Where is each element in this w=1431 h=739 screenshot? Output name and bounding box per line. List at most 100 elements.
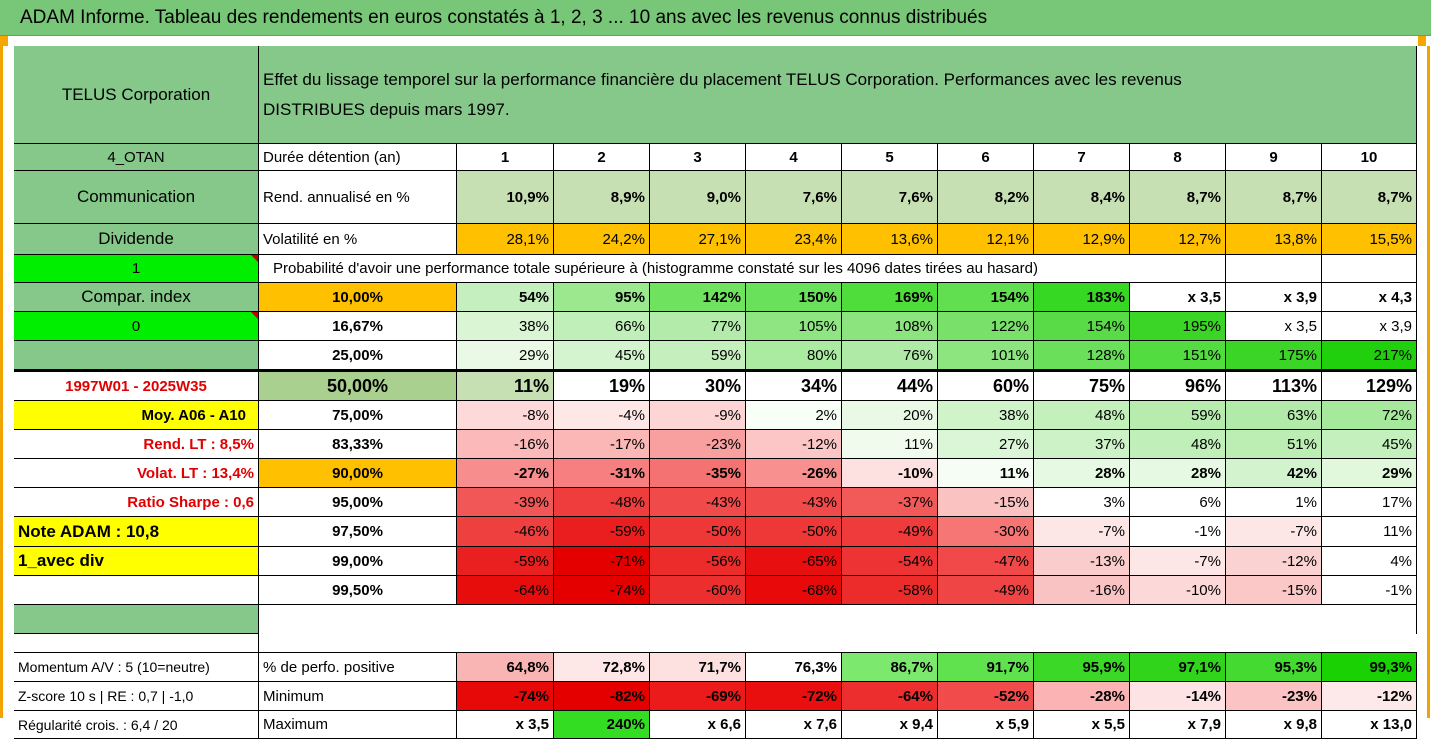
pct-row-11: 99,50%	[259, 576, 457, 605]
minimum-value: -14%	[1130, 682, 1226, 711]
prob-value: 72%	[1322, 401, 1417, 430]
maximum-value: x 13,0	[1322, 711, 1417, 739]
prob-value: 28%	[1130, 459, 1226, 488]
rend-value: 8,7%	[1226, 171, 1322, 224]
vol-value: 12,7%	[1130, 224, 1226, 255]
compar-index-label: Compar. index	[14, 283, 259, 312]
perf-pos-value: 71,7%	[650, 653, 746, 682]
year-9: 9	[1226, 144, 1322, 171]
prob-value: -12%	[746, 430, 842, 459]
prob-value: -7%	[1130, 547, 1226, 576]
rend-value: 8,7%	[1130, 171, 1226, 224]
year-6: 6	[938, 144, 1034, 171]
rend-value: 8,2%	[938, 171, 1034, 224]
rend-value: 8,9%	[554, 171, 650, 224]
prob-value: 44%	[842, 370, 938, 401]
prob-value: -65%	[746, 547, 842, 576]
year-2: 2	[554, 144, 650, 171]
prob-value: -8%	[457, 401, 554, 430]
prob-value: 34%	[746, 370, 842, 401]
minimum-value: -12%	[1322, 682, 1417, 711]
prob-value: 59%	[1130, 401, 1226, 430]
sharpe-label: Ratio Sharpe : 0,6	[14, 488, 259, 517]
perf-pos-value: 86,7%	[842, 653, 938, 682]
vol-value: 23,4%	[746, 224, 842, 255]
proba-caption: Probabilité d'avoir une performance tota…	[259, 255, 1226, 283]
pct-row-1: 10,00%	[259, 283, 457, 312]
minimum-value: -52%	[938, 682, 1034, 711]
prob-value: 30%	[650, 370, 746, 401]
prob-value: -58%	[842, 576, 938, 605]
prob-value: 101%	[938, 341, 1034, 370]
maximum-value: x 7,9	[1130, 711, 1226, 739]
prob-value: 1%	[1226, 488, 1322, 517]
prob-value: 48%	[1130, 430, 1226, 459]
regularite-label: Régularité crois. : 6,4 / 20	[14, 711, 259, 739]
perf-pos-value: 64,8%	[457, 653, 554, 682]
prob-value: -68%	[746, 576, 842, 605]
year-3: 3	[650, 144, 746, 171]
returns-table: TELUS Corporation Effet du lissage tempo…	[14, 46, 1417, 739]
prob-value: 11%	[938, 459, 1034, 488]
prob-value: 113%	[1226, 370, 1322, 401]
prob-value: -60%	[650, 576, 746, 605]
prob-value: 217%	[1322, 341, 1417, 370]
rend-value: 10,9%	[457, 171, 554, 224]
prob-value: 169%	[842, 283, 938, 312]
pct-row-6: 83,33%	[259, 430, 457, 459]
prob-value: -37%	[842, 488, 938, 517]
prob-value: -1%	[1130, 517, 1226, 547]
prob-value: -39%	[457, 488, 554, 517]
prob-value: 11%	[457, 370, 554, 401]
prob-value: 195%	[1130, 312, 1226, 341]
prob-value: -23%	[650, 430, 746, 459]
left-spacer	[14, 341, 259, 370]
maximum-value: x 6,6	[650, 711, 746, 739]
prob-value: 151%	[1130, 341, 1226, 370]
mode-label: 1_avec div	[14, 547, 259, 576]
prob-value: -7%	[1226, 517, 1322, 547]
year-7: 7	[1034, 144, 1130, 171]
maximum-value: x 9,8	[1226, 711, 1322, 739]
description-line-1: Effet du lissage temporel sur la perform…	[263, 69, 1182, 89]
prob-value: x 3,9	[1226, 283, 1322, 312]
vol-value: 28,1%	[457, 224, 554, 255]
minimum-value: -82%	[554, 682, 650, 711]
prob-value: -43%	[650, 488, 746, 517]
prob-value: -35%	[650, 459, 746, 488]
prob-value: -26%	[746, 459, 842, 488]
prob-value: 75%	[1034, 370, 1130, 401]
duree-label: Durée détention (an)	[259, 144, 457, 171]
prob-value: 11%	[842, 430, 938, 459]
vol-value: 15,5%	[1322, 224, 1417, 255]
perf-pos-label: % de perfo. positive	[259, 653, 457, 682]
prob-value: 20%	[842, 401, 938, 430]
prob-value: -7%	[1034, 517, 1130, 547]
perf-pos-value: 72,8%	[554, 653, 650, 682]
prob-value: -27%	[457, 459, 554, 488]
prob-value: 51%	[1226, 430, 1322, 459]
perf-pos-value: 95,9%	[1034, 653, 1130, 682]
year-5: 5	[842, 144, 938, 171]
prob-value: -49%	[842, 517, 938, 547]
pct-row-3: 25,00%	[259, 341, 457, 370]
moy-label: Moy. A06 - A10	[14, 401, 259, 430]
prob-value: 108%	[842, 312, 938, 341]
rend-label: Rend. annualisé en %	[259, 171, 457, 224]
vol-value: 12,9%	[1034, 224, 1130, 255]
note-adam: Note ADAM : 10,8	[14, 517, 259, 547]
vol-label: Volatilité en %	[259, 224, 457, 255]
prob-value: -10%	[842, 459, 938, 488]
sector-label: Communication	[14, 171, 259, 224]
prob-value: 29%	[1322, 459, 1417, 488]
rend-value: 8,7%	[1322, 171, 1417, 224]
minimum-value: -23%	[1226, 682, 1322, 711]
prob-value: 77%	[650, 312, 746, 341]
period-label: 1997W01 - 2025W35	[14, 370, 259, 401]
prob-value: -64%	[457, 576, 554, 605]
prob-value: -16%	[1034, 576, 1130, 605]
rend-value: 7,6%	[746, 171, 842, 224]
prob-value: 19%	[554, 370, 650, 401]
dividend-flag: 1	[14, 255, 259, 283]
minimum-value: -64%	[842, 682, 938, 711]
